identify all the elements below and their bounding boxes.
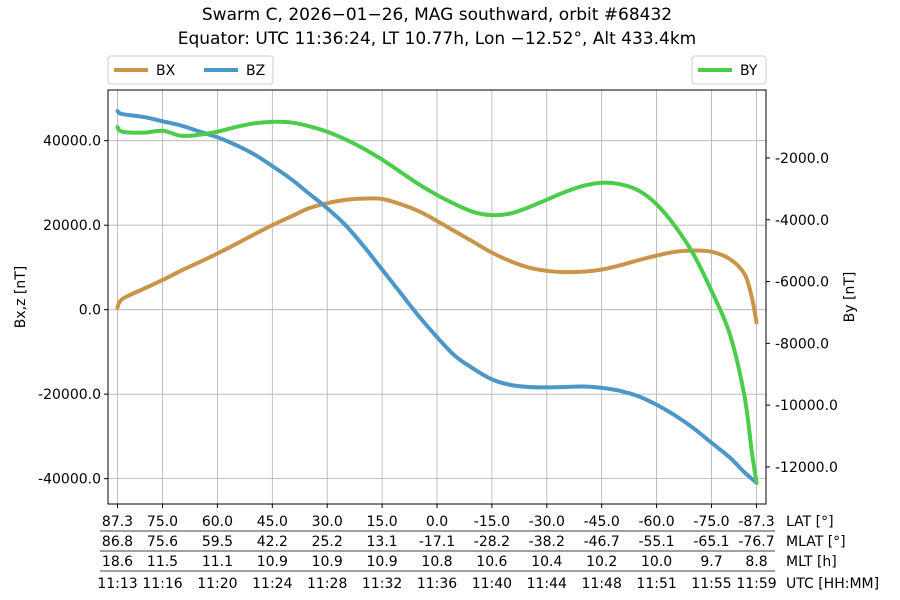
legend-label-by: BY [740,63,758,79]
x-row-2-label: MLT [h] [786,554,837,570]
x-row-1-tick-label: 86.8 [102,534,133,550]
series-line-bx [115,196,759,325]
x-row-1-label: MLAT [°] [786,534,846,550]
x-row-3-tick-label: 11:48 [582,576,622,592]
x-row-1-tick-label: 42.2 [257,534,288,550]
legend-label-bz: BZ [246,63,265,79]
y-right-axis: -2000.0 -4000.0 -6000.0 -8000.0 -10000.0 -120… [766,151,838,476]
legend-right: BY [691,55,767,85]
x-row-2-tick-label: 10.9 [367,554,398,570]
y-left-tick-label: 0.0 [79,303,101,319]
x-row-2-tick-label: 10.8 [421,554,452,570]
y-left-tick-label: -40000.0 [38,472,101,488]
x-row-3-tick-label: 11:40 [472,576,512,592]
x-row-0-tick-label: 60.0 [202,514,233,530]
x-row-3-tick-label: 11:16 [142,576,182,592]
x-row-3-tick-label: 11:44 [527,576,567,592]
y-left-tick-label: 40000.0 [43,134,101,150]
y-right-tick-label: -4000.0 [775,213,829,229]
y-left-axis-label: Bx,z [nT] [13,266,29,329]
y-left-axis: 40000.0 20000.0 0.0 -20000.0 -40000.0 [38,134,108,488]
x-row-2-tick-label: 10.9 [257,554,288,570]
x-row-3-tick-label: 11:55 [691,576,731,592]
x-row-3-label: UTC [HH:MM] [786,576,879,592]
x-row-1-tick-label: 25.2 [312,534,343,550]
y-right-tick-label: -6000.0 [775,275,829,291]
x-row-2-tick-label: 11.1 [202,554,233,570]
x-row-0-tick-label: -45.0 [584,514,620,530]
x-row-1-tick-label: -38.2 [529,534,565,550]
x-row-0-tick-label: 75.0 [147,514,178,530]
x-row-2-tick-label: 10.4 [531,554,562,570]
chart-title-line2: Equator: UTC 11:36:24, LT 10.77h, Lon −1… [178,29,697,49]
x-row-0-tick-label: -75.0 [693,514,729,530]
x-row-1-tick-label: -28.2 [474,534,510,550]
x-axis-rows: 87.3 75.0 60.0 45.0 30.0 15.0 0.0 -15.0 -30.0 -45… [97,504,879,592]
x-row-1-tick-label: 75.6 [147,534,178,550]
y-left-tick-label: -20000.0 [38,387,101,403]
x-row-1-tick-label: -46.7 [584,534,620,550]
x-row-0-tick-label: 15.0 [367,514,398,530]
x-row-0-tick-label: -87.3 [738,514,774,530]
grid [108,90,766,504]
x-row-0-tick-label: -30.0 [529,514,565,530]
x-row-2-tick-label: 18.6 [102,554,133,570]
y-right-tick-label: -12000.0 [775,460,838,476]
x-row-3-tick-label: 11:51 [636,576,676,592]
x-row-0-tick-label: 30.0 [312,514,343,530]
y-right-tick-label: -2000.0 [775,151,829,167]
series-line-bz [115,109,759,485]
x-row-2-tick-label: 10.0 [641,554,672,570]
x-row-0-tick-label: -15.0 [474,514,510,530]
x-row-0-tick-label: 87.3 [102,514,133,530]
x-row-1-tick-label: -17.1 [419,534,455,550]
x-row-0-tick-label: 0.0 [426,514,448,530]
series-line-by [115,119,759,485]
x-row-3-tick-label: 11:59 [736,576,776,592]
x-row-0-label: LAT [°] [786,514,834,530]
series-layer [115,109,759,485]
x-row-2-tick-label: 9.7 [700,554,722,570]
x-row-1-tick-label: 59.5 [202,534,233,550]
legend-left: BX BZ [107,55,274,85]
y-right-axis-label: By [nT] [842,272,858,323]
x-row-3-tick-label: 11:24 [252,576,292,592]
x-row-0-tick-label: 45.0 [257,514,288,530]
x-row-3-tick-label: 11:20 [197,576,237,592]
x-row-2-tick-label: 10.6 [476,554,507,570]
x-row-3-tick-label: 11:32 [362,576,402,592]
x-row-2-tick-label: 10.9 [312,554,343,570]
x-row-1-tick-label: 13.1 [367,534,398,550]
y-right-tick-label: -10000.0 [775,398,838,414]
x-row-1-tick-label: -76.7 [738,534,774,550]
y-right-tick-label: -8000.0 [775,336,829,352]
x-row-3-tick-label: 11:28 [307,576,347,592]
chart-title-line1: Swarm C, 2026−01−26, MAG southward, orbi… [202,5,672,25]
y-left-tick-label: 20000.0 [43,218,101,234]
x-row-3-tick-label: 11:13 [97,576,137,592]
x-row-3-tick-label: 11:36 [417,576,457,592]
x-row-2-tick-label: 11.5 [147,554,178,570]
x-row-2-tick-label: 10.2 [586,554,617,570]
x-row-2-tick-label: 8.8 [745,554,767,570]
x-row-0-tick-label: -60.0 [638,514,674,530]
legend-label-bx: BX [156,63,176,79]
x-row-1-tick-label: -55.1 [638,534,674,550]
x-row-1-tick-label: -65.1 [693,534,729,550]
